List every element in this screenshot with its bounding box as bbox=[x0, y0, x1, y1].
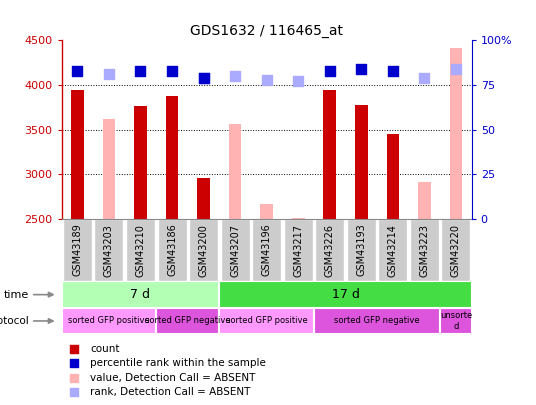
Bar bbox=[315, 219, 344, 281]
Bar bbox=[166, 96, 178, 219]
Bar bbox=[71, 90, 84, 219]
Bar bbox=[219, 308, 314, 334]
Bar bbox=[103, 119, 115, 219]
Bar bbox=[252, 219, 281, 281]
Bar bbox=[323, 90, 336, 219]
Point bbox=[199, 75, 208, 81]
Text: sorted GFP positive: sorted GFP positive bbox=[226, 316, 308, 326]
Bar bbox=[418, 182, 431, 219]
Text: GSM43223: GSM43223 bbox=[419, 224, 429, 277]
Point bbox=[374, 283, 383, 289]
Bar bbox=[157, 308, 219, 334]
Text: GSM43203: GSM43203 bbox=[104, 224, 114, 277]
Text: sorted GFP negative: sorted GFP negative bbox=[145, 316, 230, 326]
Bar bbox=[386, 134, 399, 219]
Text: 17 d: 17 d bbox=[332, 288, 360, 301]
Text: GSM43214: GSM43214 bbox=[388, 224, 398, 277]
Bar bbox=[450, 48, 462, 219]
Point bbox=[452, 66, 460, 72]
Text: value, Detection Call = ABSENT: value, Detection Call = ABSENT bbox=[91, 373, 256, 383]
Bar bbox=[126, 219, 155, 281]
Bar bbox=[158, 219, 187, 281]
Bar bbox=[229, 124, 241, 219]
Bar bbox=[219, 281, 472, 308]
Point bbox=[357, 66, 366, 72]
Title: GDS1632 / 116465_at: GDS1632 / 116465_at bbox=[190, 24, 343, 38]
Bar bbox=[63, 219, 92, 281]
Bar bbox=[292, 218, 304, 219]
Text: percentile rank within the sample: percentile rank within the sample bbox=[91, 358, 266, 369]
Text: time: time bbox=[4, 290, 29, 300]
Point bbox=[389, 68, 397, 74]
Bar bbox=[314, 308, 440, 334]
Point bbox=[294, 78, 302, 85]
Bar bbox=[260, 205, 273, 219]
Bar bbox=[442, 219, 471, 281]
Bar bbox=[134, 107, 147, 219]
Point bbox=[231, 73, 240, 79]
Text: GSM43186: GSM43186 bbox=[167, 224, 177, 277]
Bar bbox=[284, 219, 312, 281]
Bar bbox=[62, 281, 219, 308]
Point bbox=[73, 68, 81, 74]
Text: GSM43200: GSM43200 bbox=[198, 224, 209, 277]
Point bbox=[374, 153, 383, 160]
Bar bbox=[94, 219, 123, 281]
Text: GSM43226: GSM43226 bbox=[325, 224, 335, 277]
Bar bbox=[347, 219, 376, 281]
Text: sorted GFP positive: sorted GFP positive bbox=[68, 316, 150, 326]
Text: unsorte
d: unsorte d bbox=[440, 311, 472, 330]
Text: GSM43210: GSM43210 bbox=[136, 224, 145, 277]
Text: sorted GFP negative: sorted GFP negative bbox=[334, 316, 420, 326]
Bar bbox=[62, 308, 157, 334]
Text: GSM43220: GSM43220 bbox=[451, 224, 461, 277]
Point bbox=[263, 77, 271, 83]
Point bbox=[420, 75, 429, 81]
Point bbox=[168, 68, 176, 74]
Text: rank, Detection Call = ABSENT: rank, Detection Call = ABSENT bbox=[91, 387, 251, 397]
Text: protocol: protocol bbox=[0, 316, 29, 326]
Text: GSM43217: GSM43217 bbox=[293, 224, 303, 277]
Text: GSM43193: GSM43193 bbox=[356, 224, 366, 277]
Point bbox=[374, 23, 383, 30]
Bar bbox=[410, 219, 439, 281]
Text: GSM43189: GSM43189 bbox=[72, 224, 83, 277]
Text: GSM43207: GSM43207 bbox=[230, 224, 240, 277]
Point bbox=[105, 71, 113, 78]
Text: count: count bbox=[91, 344, 120, 354]
Point bbox=[136, 68, 145, 74]
Text: GSM43196: GSM43196 bbox=[262, 224, 272, 277]
Point bbox=[199, 75, 208, 81]
Text: 7 d: 7 d bbox=[130, 288, 151, 301]
Bar bbox=[440, 308, 472, 334]
Bar bbox=[355, 104, 368, 219]
Bar bbox=[189, 219, 218, 281]
Bar bbox=[221, 219, 250, 281]
Bar bbox=[378, 219, 407, 281]
Bar bbox=[197, 178, 210, 219]
Point bbox=[325, 68, 334, 74]
